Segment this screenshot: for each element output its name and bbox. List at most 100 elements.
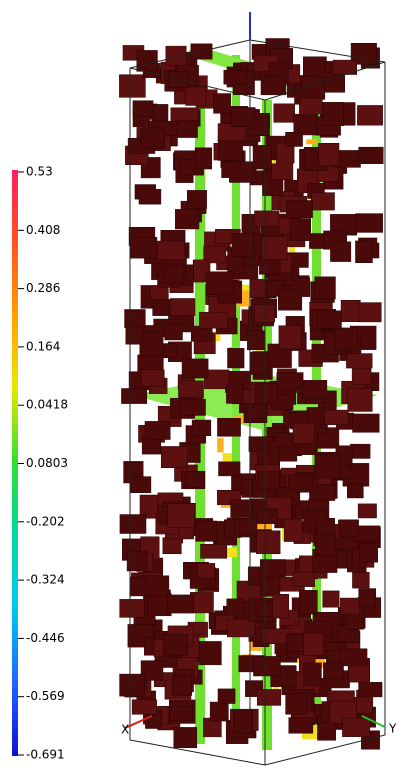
cube: [223, 69, 248, 85]
cube: [288, 717, 314, 734]
cube: [358, 682, 383, 698]
cube: [303, 632, 324, 656]
colorbar-label: -0.691: [26, 748, 65, 762]
cube: [217, 688, 236, 704]
cube: [121, 388, 148, 404]
cube: [303, 662, 322, 686]
hot-spot: [211, 331, 221, 342]
cube: [283, 518, 303, 542]
cube: [357, 503, 377, 519]
colorbar-label: 0.286: [26, 281, 60, 295]
cube: [330, 241, 352, 262]
cube: [352, 413, 380, 433]
cube: [246, 403, 267, 419]
cube: [347, 483, 364, 499]
cube: [273, 103, 295, 123]
cube: [163, 634, 189, 656]
cube: [346, 353, 373, 369]
cube: [141, 369, 165, 387]
cube: [179, 398, 206, 416]
colorbar-label: 0.164: [26, 339, 60, 353]
cube: [285, 132, 303, 147]
cube: [358, 146, 384, 164]
cube: [234, 518, 258, 537]
cube: [173, 727, 198, 749]
cube: [340, 597, 360, 615]
colorbar-label: 0.0418: [26, 398, 68, 412]
cube: [132, 100, 154, 117]
cube: [260, 75, 287, 96]
cube: [301, 76, 326, 100]
cube: [186, 190, 207, 209]
cube: [285, 692, 307, 715]
cube: [217, 417, 241, 437]
cube: [257, 689, 282, 706]
cube: [357, 105, 383, 126]
cube: [227, 348, 245, 369]
cube: [169, 705, 193, 721]
cube: [230, 107, 256, 127]
colorbar-label: 0.408: [26, 223, 60, 237]
cube: [288, 474, 314, 490]
cube: [209, 701, 229, 722]
cube: [140, 127, 165, 149]
hot-spot: [255, 521, 272, 532]
cube: [286, 200, 313, 219]
cube: [358, 302, 382, 323]
cube: [355, 240, 373, 263]
cube: [138, 189, 162, 205]
cube: [323, 662, 344, 679]
cube: [167, 503, 196, 528]
box-edge: [129, 67, 266, 101]
cube: [164, 323, 183, 341]
colorbar-label: -0.202: [26, 514, 65, 528]
x-axis: [124, 715, 153, 729]
cube: [249, 117, 270, 136]
cube: [278, 289, 303, 311]
cube: [181, 358, 209, 379]
colorbar: [12, 170, 18, 756]
cube: [176, 120, 198, 138]
cube: [257, 471, 280, 491]
cube: [289, 218, 311, 242]
cube: [140, 660, 164, 681]
cube: [119, 74, 146, 98]
cube: [144, 421, 171, 440]
cube: [185, 86, 207, 106]
cube: [340, 300, 361, 322]
colorbar-label: 0.0803: [26, 456, 68, 470]
cube: [226, 618, 256, 638]
cube: [167, 594, 194, 614]
scene: [119, 38, 386, 766]
cube: [213, 93, 232, 114]
cube: [255, 383, 278, 405]
cube: [318, 143, 340, 167]
cube: [338, 519, 359, 538]
cube: [261, 236, 288, 260]
cube: [334, 327, 358, 351]
cube: [316, 517, 335, 535]
cube: [185, 470, 206, 488]
cube: [253, 656, 281, 677]
cube: [119, 599, 145, 618]
cube: [160, 446, 189, 468]
cube: [352, 572, 370, 589]
cube: [172, 674, 192, 696]
cube: [322, 590, 340, 608]
cube: [347, 387, 373, 412]
colorbar-label: -0.446: [26, 631, 65, 645]
cube: [178, 380, 204, 398]
cube: [323, 409, 349, 426]
cube: [199, 311, 228, 329]
cube: [275, 141, 295, 164]
cube: [191, 419, 212, 436]
cube: [355, 213, 383, 233]
cube: [359, 543, 378, 563]
cube: [175, 209, 200, 230]
hot-spot: [238, 284, 253, 294]
cube: [218, 461, 241, 477]
cube: [165, 45, 187, 66]
cube: [198, 641, 222, 666]
cube: [230, 499, 253, 518]
